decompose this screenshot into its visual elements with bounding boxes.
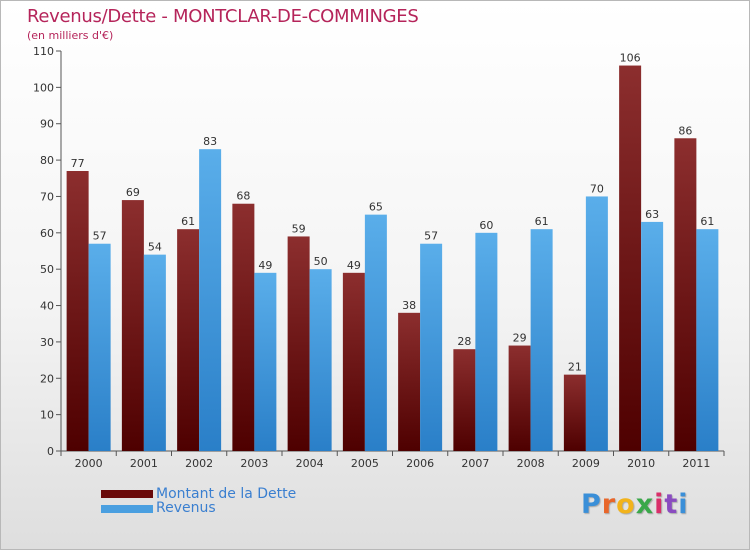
data-label-revenus: 61 bbox=[535, 215, 549, 228]
bar-dette bbox=[619, 65, 642, 451]
chart-axes: 0 10 20 30 40 50 60 70 80 90 100 110 bbox=[33, 45, 725, 458]
legend-label-revenus: Revenus bbox=[156, 500, 216, 516]
data-label-revenus: 49 bbox=[258, 259, 272, 272]
data-label-revenus: 61 bbox=[700, 215, 714, 228]
y-tick-label: 80 bbox=[40, 154, 54, 167]
bar-dette bbox=[398, 312, 421, 451]
logo-letter: o bbox=[616, 489, 636, 520]
bar-dette bbox=[342, 272, 365, 451]
data-label-dette: 69 bbox=[126, 186, 140, 199]
data-label-revenus: 57 bbox=[93, 230, 107, 243]
bar-revenus bbox=[364, 214, 387, 451]
legend-swatch-dette bbox=[101, 490, 153, 498]
bar-revenus bbox=[641, 221, 664, 451]
logo-letter: i bbox=[678, 489, 689, 520]
x-tick-label: 2003 bbox=[240, 457, 268, 470]
bar-revenus bbox=[309, 269, 332, 451]
logo-letter: r bbox=[601, 489, 617, 520]
bar-dette bbox=[563, 374, 586, 451]
bar-dette bbox=[674, 138, 697, 452]
x-tick-label: 2000 bbox=[75, 457, 103, 470]
bar-dette bbox=[508, 345, 531, 451]
y-tick-label: 0 bbox=[47, 445, 54, 458]
bar-revenus bbox=[143, 254, 166, 451]
x-tick-label: 2004 bbox=[296, 457, 324, 470]
legend-label-dette: Montant de la Dette bbox=[156, 486, 297, 502]
bar-revenus bbox=[199, 149, 222, 451]
data-label-dette: 21 bbox=[568, 361, 582, 374]
y-tick-label: 50 bbox=[40, 263, 54, 276]
data-label-revenus: 65 bbox=[369, 201, 383, 214]
x-tick-label: 2007 bbox=[461, 457, 489, 470]
data-label-dette: 68 bbox=[236, 190, 250, 203]
chart-subtitle: (en milliers d'€) bbox=[27, 29, 114, 42]
logo-letter: i bbox=[654, 489, 665, 520]
x-tick-label: 2008 bbox=[517, 457, 545, 470]
bar-dette bbox=[287, 236, 310, 451]
bar-dette bbox=[453, 349, 476, 451]
x-tick-label: 2009 bbox=[572, 457, 600, 470]
y-tick-label: 40 bbox=[40, 300, 54, 313]
data-label-revenus: 63 bbox=[645, 208, 659, 221]
chart-labels: 77 57 2000 69 54 2001 61 83 2002 68 49 2003 59 50 2004… bbox=[71, 52, 715, 470]
bar-dette bbox=[232, 203, 255, 451]
logo-letter: x bbox=[635, 489, 655, 520]
bar-revenus bbox=[585, 196, 608, 451]
data-label-dette: 38 bbox=[402, 299, 416, 312]
bar-dette bbox=[66, 171, 89, 451]
data-label-dette: 61 bbox=[181, 215, 195, 228]
bar-revenus bbox=[88, 243, 111, 451]
data-label-revenus: 70 bbox=[590, 182, 604, 195]
data-label-revenus: 57 bbox=[424, 230, 438, 243]
proxiti-logo: Proxiti bbox=[581, 489, 689, 520]
x-tick-label: 2005 bbox=[351, 457, 379, 470]
bar-dette bbox=[121, 200, 144, 451]
bar-revenus bbox=[530, 229, 553, 451]
data-label-dette: 77 bbox=[71, 157, 85, 170]
data-label-revenus: 60 bbox=[479, 219, 493, 232]
x-tick-label: 2001 bbox=[130, 457, 158, 470]
x-tick-label: 2006 bbox=[406, 457, 434, 470]
data-label-dette: 49 bbox=[347, 259, 361, 272]
chart-title: Revenus/Dette - MONTCLAR-DE-COMMINGES bbox=[27, 6, 419, 27]
y-tick-label: 100 bbox=[33, 81, 54, 94]
data-label-dette: 86 bbox=[678, 124, 692, 137]
x-tick-label: 2011 bbox=[682, 457, 710, 470]
bar-revenus bbox=[420, 243, 443, 451]
y-tick-label: 90 bbox=[40, 118, 54, 131]
y-tick-label: 70 bbox=[40, 190, 54, 203]
bar-revenus bbox=[475, 232, 498, 451]
y-tick-label: 60 bbox=[40, 227, 54, 240]
x-tick-label: 2002 bbox=[185, 457, 213, 470]
y-tick-label: 20 bbox=[40, 372, 54, 385]
bar-dette bbox=[177, 229, 200, 451]
data-label-dette: 29 bbox=[513, 332, 527, 345]
bar-revenus bbox=[254, 272, 277, 451]
data-label-dette: 59 bbox=[292, 222, 306, 235]
data-label-revenus: 54 bbox=[148, 241, 162, 254]
x-tick-label: 2010 bbox=[627, 457, 655, 470]
y-tick-label: 10 bbox=[40, 409, 54, 422]
chart-bars bbox=[66, 65, 719, 452]
data-label-dette: 28 bbox=[457, 335, 471, 348]
data-label-revenus: 83 bbox=[203, 135, 217, 148]
y-tick-label: 30 bbox=[40, 336, 54, 349]
data-label-dette: 106 bbox=[620, 52, 641, 65]
legend-swatch-revenus bbox=[101, 505, 153, 513]
data-label-revenus: 50 bbox=[314, 255, 328, 268]
y-tick-label: 110 bbox=[33, 45, 54, 58]
logo-letter: t bbox=[664, 489, 679, 520]
bar-revenus bbox=[696, 229, 719, 451]
logo-letter: P bbox=[581, 489, 602, 520]
